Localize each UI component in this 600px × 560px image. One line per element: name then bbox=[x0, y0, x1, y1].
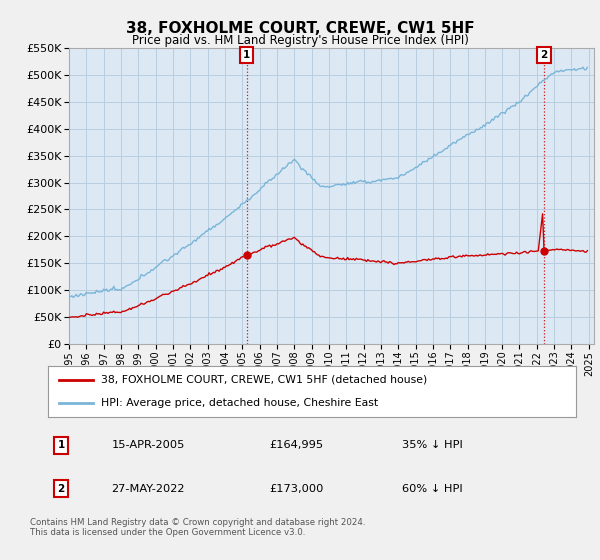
Text: 38, FOXHOLME COURT, CREWE, CW1 5HF (detached house): 38, FOXHOLME COURT, CREWE, CW1 5HF (deta… bbox=[101, 375, 427, 385]
Text: HPI: Average price, detached house, Cheshire East: HPI: Average price, detached house, Ches… bbox=[101, 398, 378, 408]
Text: £173,000: £173,000 bbox=[270, 484, 324, 494]
Text: 60% ↓ HPI: 60% ↓ HPI bbox=[402, 484, 463, 494]
Text: 27-MAY-2022: 27-MAY-2022 bbox=[112, 484, 185, 494]
Text: 2: 2 bbox=[541, 50, 548, 60]
Text: Price paid vs. HM Land Registry's House Price Index (HPI): Price paid vs. HM Land Registry's House … bbox=[131, 34, 469, 46]
Text: £164,995: £164,995 bbox=[270, 440, 324, 450]
Text: 1: 1 bbox=[243, 50, 250, 60]
Text: 38, FOXHOLME COURT, CREWE, CW1 5HF: 38, FOXHOLME COURT, CREWE, CW1 5HF bbox=[125, 21, 475, 36]
Text: 1: 1 bbox=[58, 440, 65, 450]
Text: Contains HM Land Registry data © Crown copyright and database right 2024.
This d: Contains HM Land Registry data © Crown c… bbox=[30, 518, 365, 538]
Text: 15-APR-2005: 15-APR-2005 bbox=[112, 440, 185, 450]
Text: 2: 2 bbox=[58, 484, 65, 494]
Text: 35% ↓ HPI: 35% ↓ HPI bbox=[402, 440, 463, 450]
